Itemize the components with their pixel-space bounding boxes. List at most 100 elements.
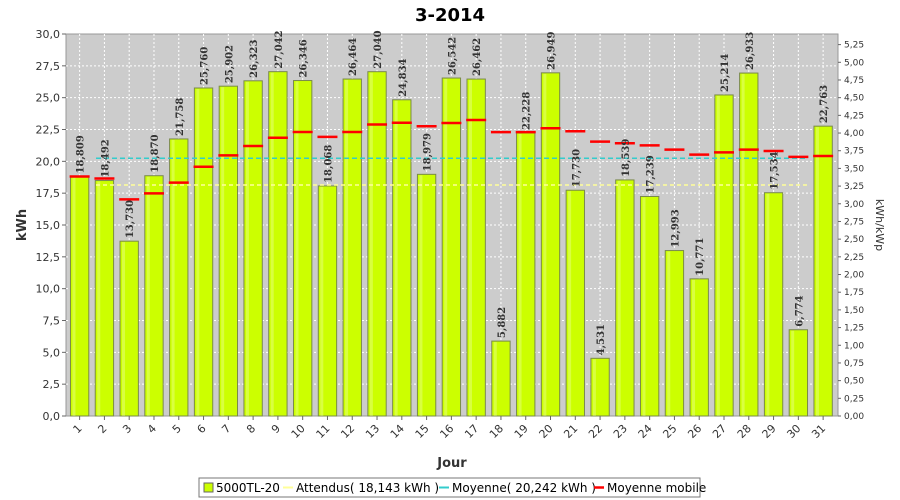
- x-tick-label: 20: [537, 422, 556, 441]
- y2-tick-label: 2,75: [844, 217, 864, 227]
- y2-tick-label: 0,00: [844, 412, 864, 422]
- y-tick-label: 25,0: [36, 92, 61, 105]
- legend-label-moving-average: Moyenne mobile: [607, 481, 706, 495]
- y-tick-label: 7,5: [43, 315, 61, 328]
- x-tick-label: 7: [219, 422, 233, 436]
- x-tick-label: 21: [561, 422, 580, 441]
- bar-highlight: [171, 139, 175, 417]
- data-label: 26,323: [249, 40, 260, 78]
- x-tick-label: 8: [244, 422, 258, 436]
- y2-tick-label: 4,00: [844, 129, 864, 139]
- bar-highlight: [791, 330, 795, 416]
- data-label: 6,774: [794, 295, 805, 326]
- bar-highlight: [692, 279, 696, 416]
- bar-highlight: [568, 191, 572, 416]
- data-label: 18,492: [100, 139, 111, 177]
- bar-highlight: [72, 177, 76, 416]
- data-label: 25,902: [224, 45, 235, 83]
- x-tick-label: 6: [195, 422, 209, 436]
- data-labels: 18,809 18,492 13,730 18,870 21,758 25,760 25,9…: [76, 30, 830, 355]
- data-label: 18,809: [76, 135, 87, 173]
- bar-highlight: [97, 181, 101, 416]
- x-tick-label: 17: [462, 422, 481, 441]
- data-label: 25,760: [200, 47, 211, 85]
- bar-highlight: [592, 359, 596, 416]
- data-label: 26,542: [447, 37, 458, 75]
- y-axis-title: kWh: [15, 209, 30, 241]
- y-tick-label: 22,5: [36, 124, 61, 137]
- bar-highlight: [295, 81, 299, 417]
- data-label: 22,763: [819, 85, 830, 123]
- x-tick-label: 19: [512, 422, 531, 441]
- x-tick-label: 15: [413, 422, 432, 441]
- data-label: 17,534: [770, 151, 781, 189]
- x-tick-label: 22: [586, 422, 605, 441]
- data-label: 18,870: [150, 134, 161, 172]
- x-tick-label: 1: [71, 422, 85, 436]
- bar-highlight: [369, 72, 373, 416]
- legend-box: [198, 477, 701, 498]
- data-label: 18,068: [323, 145, 334, 183]
- y2-tick-label: 4,25: [844, 111, 864, 121]
- y2-tick-label: 0,25: [844, 394, 864, 404]
- y2-tick-label: 5,00: [844, 58, 864, 68]
- y2-tick-label: 0,50: [844, 377, 864, 387]
- data-label: 5,882: [497, 307, 508, 338]
- bar-highlight: [245, 81, 249, 416]
- y-tick-label: 0,0: [43, 410, 61, 423]
- bar-highlight: [493, 342, 497, 416]
- data-label: 4,531: [596, 324, 607, 355]
- bar-highlight: [667, 251, 671, 416]
- y2-tick-label: 2,50: [844, 235, 864, 245]
- legend-label-attendus: Attendus( 18,143 kWh ): [296, 481, 439, 495]
- chart-title: 3-2014: [415, 5, 485, 26]
- data-label: 22,228: [522, 92, 533, 130]
- bar-highlight: [146, 176, 150, 416]
- bar-highlight: [221, 87, 225, 416]
- y2-tick-label: 0,75: [844, 359, 864, 369]
- bar-highlight: [617, 180, 621, 416]
- y2-tick-label: 5,25: [844, 41, 864, 51]
- y2-tick-label: 4,75: [844, 76, 864, 86]
- x-tick-label: 4: [145, 422, 159, 436]
- legend-label-bars: 5000TL-20: [216, 481, 280, 495]
- data-label: 17,730: [571, 149, 582, 187]
- bar-highlight: [815, 127, 819, 417]
- x-tick-label: 18: [487, 422, 506, 441]
- x-tick-label: 12: [338, 422, 357, 441]
- data-label: 26,949: [547, 32, 558, 70]
- data-label: 24,834: [398, 58, 409, 96]
- data-label: 25,214: [720, 54, 731, 92]
- data-label: 10,771: [695, 238, 706, 276]
- x-tick-label: 27: [710, 422, 729, 441]
- x-tick-label: 10: [289, 422, 308, 441]
- y2-tick-label: 4,50: [844, 94, 864, 104]
- legend-label-moyenne: Moyenne( 20,242 kWh ): [452, 481, 596, 495]
- data-label: 21,758: [175, 98, 186, 136]
- y2-tick-label: 3,50: [844, 164, 864, 174]
- data-label: 12,993: [670, 209, 681, 247]
- bar-highlight: [196, 88, 200, 417]
- x-tick-label: 11: [313, 422, 332, 441]
- y2-tick-label: 1,00: [844, 341, 864, 351]
- x-tick-label: 30: [784, 422, 803, 441]
- y-tick-label: 12,5: [36, 251, 61, 264]
- bar-highlight: [419, 175, 423, 416]
- y2-tick-label: 3,00: [844, 200, 864, 210]
- y2-tick-label: 2,25: [844, 253, 864, 263]
- data-label: 27,042: [274, 30, 285, 68]
- bar-highlight: [320, 186, 324, 416]
- data-label: 26,346: [299, 39, 310, 77]
- x-tick-label: 24: [636, 422, 655, 441]
- reference-lines: [96, 157, 808, 186]
- bar-highlight: [642, 197, 646, 416]
- y-tick-label: 17,5: [36, 187, 61, 200]
- bar-highlight: [394, 100, 398, 417]
- bar-highlight: [122, 242, 126, 416]
- y2-tick-label: 2,00: [844, 271, 864, 281]
- y2-tick-label: 1,25: [844, 324, 864, 334]
- legend: 5000TL-20 Attendus( 18,143 kWh ) Moyenne…: [198, 477, 706, 498]
- bar-highlight: [444, 79, 448, 417]
- x-axis: 1 2 3 4 5 6 7 8 9 10 11 12 13 14 15 16 17 18 19 20 21 22 23 24 2…: [71, 416, 828, 441]
